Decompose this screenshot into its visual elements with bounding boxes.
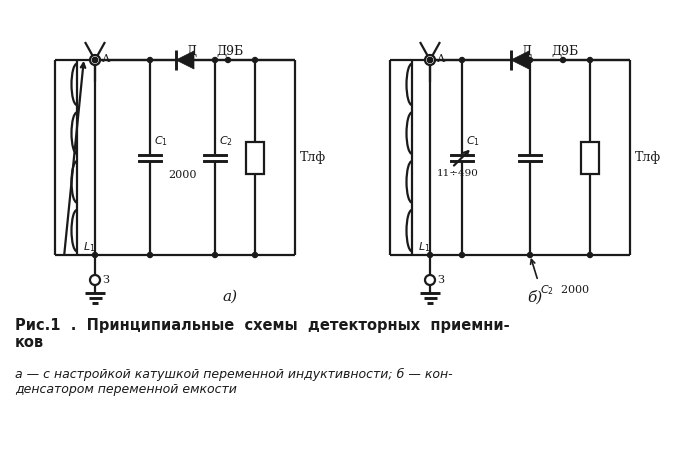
Text: $C_2$: $C_2$ <box>219 135 233 148</box>
Text: Д: Д <box>521 45 531 58</box>
Circle shape <box>428 57 432 63</box>
Text: б): б) <box>528 290 543 304</box>
Circle shape <box>148 57 152 63</box>
Circle shape <box>588 253 592 258</box>
Text: 11÷490: 11÷490 <box>437 170 479 179</box>
Text: А: А <box>437 54 445 64</box>
Circle shape <box>528 57 532 63</box>
Circle shape <box>252 253 258 258</box>
Circle shape <box>460 57 464 63</box>
Text: 2000: 2000 <box>168 170 197 179</box>
Circle shape <box>528 253 532 258</box>
Text: Д9Б: Д9Б <box>216 45 243 58</box>
Bar <box>246 142 264 174</box>
Circle shape <box>428 57 432 63</box>
Text: Д9Б: Д9Б <box>551 45 579 58</box>
Text: $L_1$: $L_1$ <box>83 240 95 254</box>
Text: Тлф: Тлф <box>300 151 326 164</box>
Polygon shape <box>511 51 529 69</box>
Circle shape <box>252 57 258 63</box>
Circle shape <box>460 253 464 258</box>
Circle shape <box>92 253 97 258</box>
Circle shape <box>212 253 218 258</box>
Text: Рис.1  .  Принципиальные  схемы  детекторных  приемни-
ков: Рис.1 . Принципиальные схемы детекторных… <box>15 318 509 350</box>
Text: $C_1$: $C_1$ <box>154 135 168 148</box>
Text: Д: Д <box>186 45 196 58</box>
Circle shape <box>560 57 566 63</box>
Circle shape <box>428 253 432 258</box>
Polygon shape <box>176 51 194 69</box>
Circle shape <box>92 57 97 63</box>
Text: а): а) <box>222 290 237 304</box>
Circle shape <box>226 57 231 63</box>
Bar <box>581 142 599 174</box>
Circle shape <box>425 55 435 65</box>
Text: Тлф: Тлф <box>635 151 661 164</box>
Circle shape <box>92 57 97 63</box>
Text: $C_1$: $C_1$ <box>466 135 480 148</box>
Circle shape <box>425 275 435 285</box>
Text: $C_2$  2000: $C_2$ 2000 <box>540 283 590 297</box>
Text: З: З <box>437 275 444 285</box>
Circle shape <box>90 275 100 285</box>
Text: $L_1$: $L_1$ <box>418 240 430 254</box>
Circle shape <box>90 55 100 65</box>
Circle shape <box>148 253 152 258</box>
Text: А: А <box>102 54 110 64</box>
Circle shape <box>212 57 218 63</box>
Circle shape <box>588 57 592 63</box>
Text: З: З <box>102 275 109 285</box>
Text: а — с настройкой катушкой переменной индуктивности; б — кон-
денсатором переменн: а — с настройкой катушкой переменной инд… <box>15 368 453 396</box>
